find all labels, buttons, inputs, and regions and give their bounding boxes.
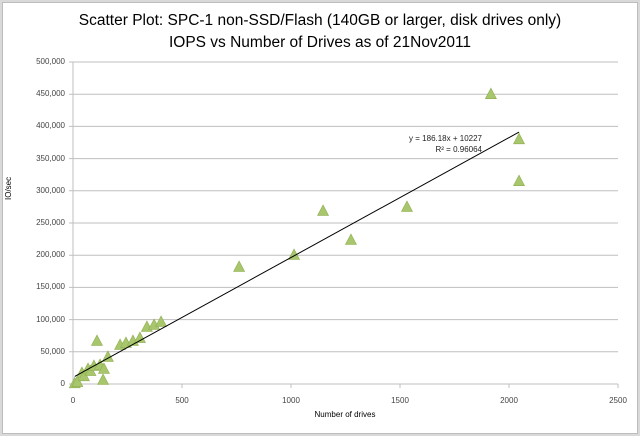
x-tick-label: 2000 <box>500 396 518 405</box>
y-tick-label: 250,000 <box>36 218 65 227</box>
data-point-triangle <box>513 132 526 145</box>
data-point-triangle <box>97 373 110 385</box>
r-squared-label: R² = 0.96064 <box>435 145 482 154</box>
x-tick-label: 0 <box>70 396 76 405</box>
data-point-triangle <box>71 375 84 387</box>
x-tick-label: 1500 <box>391 396 409 405</box>
y-tick-label: 200,000 <box>36 250 65 260</box>
x-axis-label: Number of drives <box>314 410 376 419</box>
x-tick-label: 500 <box>175 396 189 405</box>
y-tick-label: 300,000 <box>36 185 65 195</box>
y-tick-label: 400,000 <box>36 121 65 131</box>
trendline <box>74 131 520 377</box>
y-tick-label: 0 <box>60 379 65 388</box>
chart-title: Scatter Plot: SPC-1 non-SSD/Flash (140GB… <box>0 10 640 54</box>
data-point-triangle <box>155 315 168 327</box>
y-tick-label: 350,000 <box>36 153 65 163</box>
y-axis-label: IO/sec <box>4 176 13 200</box>
x-tick-label: 1000 <box>282 396 300 405</box>
chart-title-line1: Scatter Plot: SPC-1 non-SSD/Flash (140GB… <box>78 12 562 29</box>
data-point-triangle <box>513 174 526 186</box>
y-tick-label: 100,000 <box>36 314 65 324</box>
data-point-triangle <box>133 331 146 343</box>
data-point-triangle <box>484 87 497 99</box>
y-tick-label: 500,000 <box>36 57 65 66</box>
x-tick-label: 2500 <box>609 396 627 405</box>
data-point-triangle <box>317 204 330 216</box>
y-tick-label: 150,000 <box>36 282 65 292</box>
y-tick-label: 50,000 <box>40 346 65 356</box>
data-point-triangle <box>90 334 103 346</box>
trendline-equation: y = 186.18x + 10227 R² = 0.96064 <box>370 133 482 155</box>
y-tick-label: 450,000 <box>36 89 65 99</box>
chart-title-line2: IOPS vs Number of Drives as of 21Nov2011 <box>168 34 472 51</box>
data-point-triangle <box>233 260 246 272</box>
equation-label: y = 186.18x + 10227 <box>409 134 482 143</box>
data-point-triangle <box>344 233 357 245</box>
data-point-triangle <box>400 200 413 212</box>
data-point-triangle <box>97 362 110 374</box>
